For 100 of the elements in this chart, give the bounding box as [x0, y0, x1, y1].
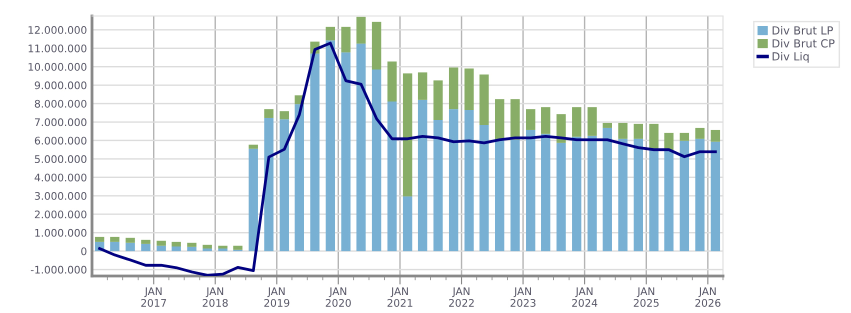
y-tick-label: 7.000.000: [34, 118, 86, 126]
legend-label: Div Liq: [772, 52, 809, 63]
bar: [341, 26, 351, 52]
bar: [541, 107, 550, 134]
bar: [448, 67, 458, 110]
bar: [510, 99, 520, 140]
bar: [710, 130, 720, 142]
y-tick-label: -1.000.000: [30, 266, 86, 274]
bar: [233, 246, 242, 250]
bar: [156, 240, 166, 246]
bar: [110, 242, 120, 252]
bar: [618, 138, 628, 252]
bar: [695, 128, 705, 139]
bar: [433, 120, 443, 252]
bar: [372, 22, 382, 70]
bar: [541, 134, 550, 252]
bar: [387, 102, 397, 252]
bar: [710, 142, 720, 252]
bar: [494, 99, 504, 140]
y-tick-label: 9.000.000: [34, 81, 86, 90]
y-tick-label: 3.000.000: [34, 192, 86, 200]
x-tick-label: JAN 2026: [695, 287, 720, 307]
bar: [218, 248, 228, 252]
bar: [572, 136, 582, 252]
x-tick-label: JAN 2019: [264, 287, 290, 307]
bar: [218, 246, 228, 249]
bar: [418, 72, 428, 100]
bar: [126, 242, 135, 252]
bar: [649, 124, 659, 150]
bar: [94, 236, 104, 242]
bar: [448, 109, 458, 252]
bar: [464, 68, 474, 110]
y-tick-label: 12.000.000: [28, 26, 86, 34]
x-tick-label: JAN 2020: [326, 287, 351, 307]
y-tick-label: 6.000.000: [34, 136, 86, 145]
bar: [618, 122, 628, 139]
y-tick-label: 0: [81, 247, 86, 256]
bar: [326, 26, 336, 40]
bar: [402, 196, 412, 252]
bar: [326, 40, 336, 252]
y-tick-label: 5.000.000: [34, 155, 86, 164]
bar: [356, 16, 366, 44]
bar: [387, 62, 397, 102]
y-tick-label: 8.000.000: [34, 100, 86, 108]
bar: [510, 140, 520, 252]
y-tick-label: 2.000.000: [34, 210, 86, 218]
legend-label: Div Brut CP: [772, 38, 835, 48]
bar: [280, 111, 289, 120]
bar: [572, 107, 582, 137]
x-tick-label: JAN 2024: [572, 287, 598, 307]
bar: [649, 150, 659, 252]
y-tick-label: 11.000.000: [28, 44, 86, 52]
x-tick-label: JAN 2025: [634, 287, 659, 307]
bar: [418, 100, 428, 252]
bar: [356, 44, 366, 252]
bar: [202, 244, 212, 249]
bar: [526, 130, 536, 252]
bar: [264, 118, 274, 252]
bar: [526, 109, 536, 130]
x-tick-label: JAN 2018: [202, 287, 228, 307]
bar: [248, 144, 258, 149]
x-tick-label: JAN 2022: [449, 287, 474, 307]
bar: [680, 132, 690, 141]
bar: [202, 248, 212, 252]
y-tick-label: 4.000.000: [34, 174, 86, 182]
line-series: [98, 42, 717, 276]
x-tick-label: JAN 2017: [141, 287, 166, 307]
bar: [156, 246, 166, 252]
bar: [141, 244, 150, 252]
bar: [602, 122, 612, 128]
bar: [479, 124, 489, 252]
bar: [680, 140, 690, 252]
bar: [264, 109, 274, 118]
bar: [464, 110, 474, 252]
bar: [141, 240, 150, 244]
bar: [402, 73, 412, 196]
bar: [664, 150, 674, 252]
bar: [588, 136, 597, 252]
bar: [187, 246, 196, 252]
bar: [310, 54, 320, 252]
bar: [634, 124, 644, 139]
y-tick-label: 10.000.000: [28, 62, 86, 71]
bar: [494, 140, 504, 252]
x-tick-label: JAN 2023: [510, 287, 536, 307]
x-tick-label: JAN 2021: [388, 287, 412, 307]
bar: [588, 107, 597, 136]
bar: [602, 128, 612, 252]
bar: [695, 138, 705, 252]
bar: [433, 80, 443, 120]
bar: [248, 148, 258, 252]
bar: [341, 52, 351, 252]
bar: [172, 246, 181, 252]
bar: [280, 119, 289, 252]
bar: [294, 104, 304, 252]
bar: [126, 238, 135, 243]
bar: [110, 236, 120, 242]
bar: [556, 142, 566, 252]
y-tick-label: 1.000.000: [35, 228, 86, 237]
bar: [187, 242, 196, 247]
bar: [372, 69, 382, 252]
